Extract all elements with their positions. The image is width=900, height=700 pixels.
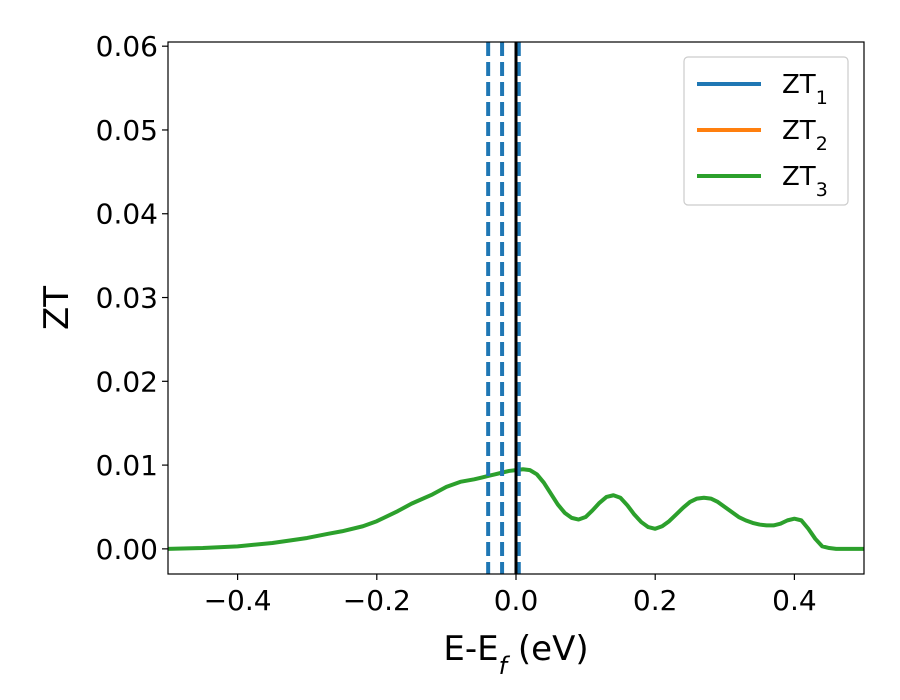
- y-tick-label: 0.00: [96, 533, 158, 566]
- y-axis-label: ZT: [37, 286, 77, 330]
- legend-label-zt3: ZT3: [782, 162, 828, 201]
- legend: ZT1 ZT2 ZT3: [683, 56, 849, 206]
- x-tick-label: −0.4: [204, 584, 272, 617]
- x-axis: −0.4 −0.2 0.0 0.2 0.4: [204, 574, 817, 617]
- plot-lines-layer: [168, 467, 864, 551]
- y-tick-label: 0.06: [96, 30, 158, 63]
- legend-box: [683, 56, 849, 206]
- legend-label-zt1: ZT1: [782, 70, 828, 109]
- x-tick-label: −0.2: [343, 584, 411, 617]
- y-axis: 0.00 0.01 0.02 0.03 0.04 0.05 0.06: [96, 30, 168, 566]
- y-tick-label: 0.05: [96, 114, 158, 147]
- legend-label-zt2: ZT2: [782, 116, 828, 155]
- y-tick-label: 0.02: [96, 365, 158, 398]
- y-tick-label: 0.01: [96, 449, 158, 482]
- x-tick-label: 0.0: [494, 584, 539, 617]
- y-tick-label: 0.04: [96, 198, 158, 231]
- x-tick-label: 0.4: [772, 584, 817, 617]
- vertical-markers-layer: [486, 42, 521, 574]
- x-axis-label: E-Ef (eV): [443, 629, 588, 680]
- series-line-zt3: [168, 467, 864, 551]
- y-tick-label: 0.03: [96, 282, 158, 315]
- x-tick-label: 0.2: [633, 584, 678, 617]
